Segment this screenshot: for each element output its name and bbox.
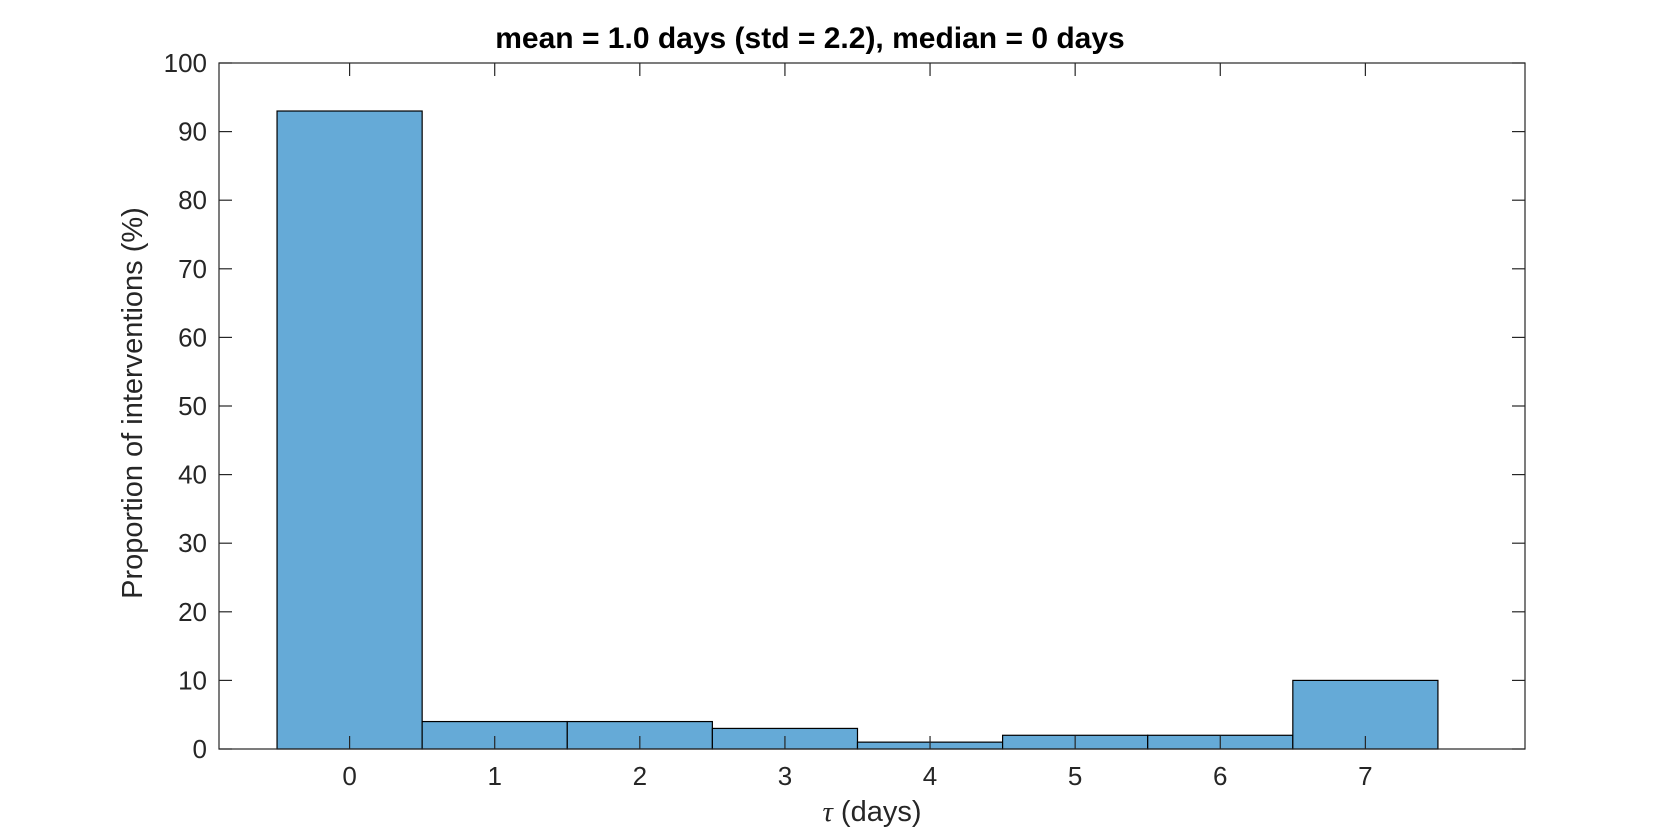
y-tick-label-40: 40 bbox=[178, 460, 207, 490]
y-tick-label-70: 70 bbox=[178, 254, 207, 284]
x-tick-label-4: 4 bbox=[923, 761, 937, 791]
y-tick-label-0: 0 bbox=[193, 734, 207, 764]
y-tick-label-80: 80 bbox=[178, 185, 207, 215]
x-axis-label-symbol: τ bbox=[822, 796, 834, 828]
bar-group bbox=[276, 110, 1439, 750]
x-axis-label: τ (days) bbox=[822, 796, 921, 828]
y-axis-label: Proportion of interventions (%) bbox=[117, 207, 149, 599]
x-tick-label-6: 6 bbox=[1213, 761, 1227, 791]
x-tick-label-5: 5 bbox=[1068, 761, 1082, 791]
chart-title: mean = 1.0 days (std = 2.2), median = 0 … bbox=[495, 22, 1124, 55]
y-tick-label-20: 20 bbox=[178, 597, 207, 627]
y-tick-label-60: 60 bbox=[178, 322, 207, 352]
x-tick-label-3: 3 bbox=[778, 761, 792, 791]
bar-0 bbox=[276, 110, 423, 750]
x-tick-label-0: 0 bbox=[342, 761, 356, 791]
y-tick-label-10: 10 bbox=[178, 665, 207, 695]
tick-marks bbox=[219, 62, 1525, 750]
x-tick-label-7: 7 bbox=[1358, 761, 1372, 791]
x-axis-label-text: (days) bbox=[833, 796, 922, 828]
y-tick-labels: 0 10 20 30 40 50 60 70 80 90 100 bbox=[164, 48, 207, 764]
x-tick-label-2: 2 bbox=[633, 761, 647, 791]
y-tick-label-100: 100 bbox=[164, 48, 207, 78]
x-tick-labels: 0 1 2 3 4 5 6 7 bbox=[342, 761, 1372, 791]
y-tick-label-90: 90 bbox=[178, 117, 207, 147]
x-tick-label-1: 1 bbox=[487, 761, 501, 791]
y-tick-label-50: 50 bbox=[178, 391, 207, 421]
y-tick-label-30: 30 bbox=[178, 528, 207, 558]
